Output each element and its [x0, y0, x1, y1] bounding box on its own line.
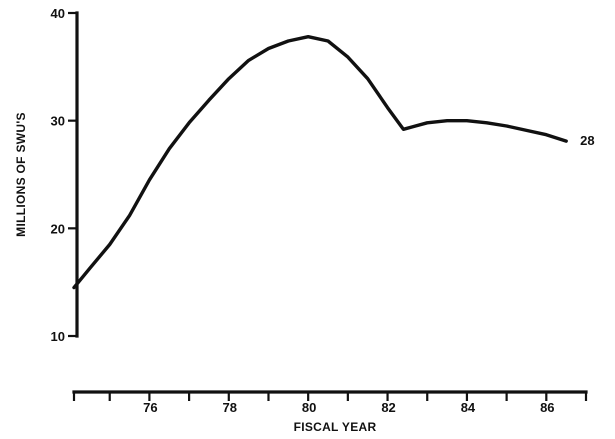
x-ticks: 76 78 80 82 84 86 — [72, 392, 588, 415]
y-tick-label-20: 20 — [51, 221, 65, 236]
x-tick-label-86: 86 — [540, 400, 554, 415]
y-ticks: 10 20 30 40 — [51, 6, 77, 344]
x-tick-label-76: 76 — [143, 400, 157, 415]
x-tick-label-82: 82 — [381, 400, 395, 415]
series-layer — [72, 35, 568, 290]
x-tick-label-78: 78 — [223, 400, 237, 415]
end-value-label: 28 — [580, 133, 594, 148]
x-axis: 76 78 80 82 84 86 FISCAL YEAR — [72, 390, 588, 434]
y-tick-label-40: 40 — [51, 6, 65, 21]
x-tick-label-80: 80 — [302, 400, 316, 415]
series-line-0 — [72, 35, 568, 290]
annotation-layer: 28 — [580, 133, 594, 148]
y-axis-title: MILLIONS OF SWU'S — [14, 112, 28, 237]
x-axis-title: FISCAL YEAR — [294, 420, 377, 434]
y-tick-label-10: 10 — [51, 329, 65, 344]
x-tick-label-84: 84 — [461, 400, 476, 415]
y-tick-label-30: 30 — [51, 114, 65, 129]
y-axis: 10 20 30 40 MILLIONS OF SWU'S — [14, 6, 79, 344]
